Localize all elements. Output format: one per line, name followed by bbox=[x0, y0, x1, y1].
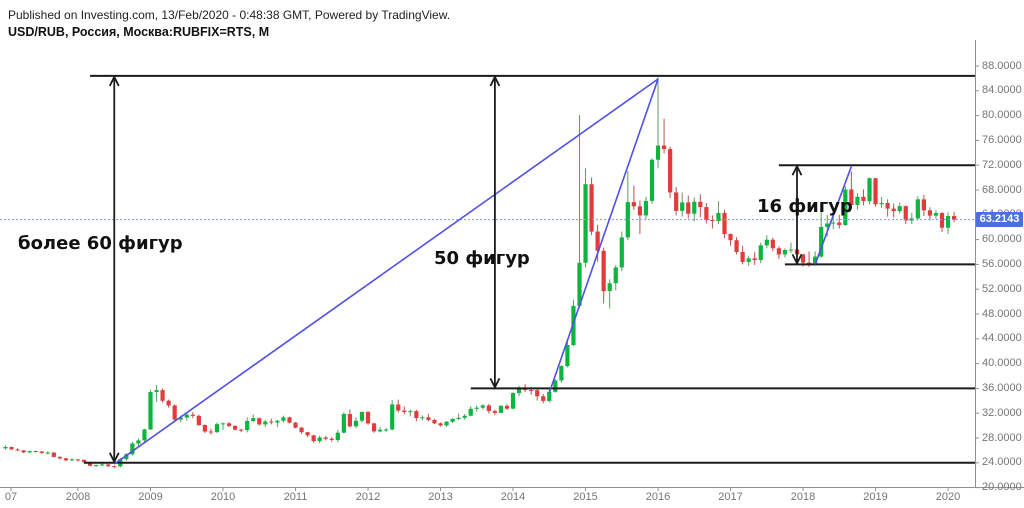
price-axis-label: 60.0000 bbox=[982, 233, 1022, 246]
time-axis-label: 2020 bbox=[935, 491, 961, 503]
time-axis-label: 2013 bbox=[428, 491, 453, 503]
price-axis-label: 24.0000 bbox=[982, 456, 1022, 469]
time-axis-label: 2015 bbox=[573, 491, 598, 503]
price-axis-label: 76.0000 bbox=[982, 133, 1022, 146]
annotation-50-figures[interactable]: 50 фигур bbox=[434, 248, 530, 269]
published-line: Published on Investing.com, 13/Feb/2020 … bbox=[8, 8, 451, 22]
symbol-title: USD/RUB, Россия, Москва:RUBFIX=RTS, M bbox=[8, 25, 270, 39]
price-axis-label: 40.0000 bbox=[982, 357, 1022, 370]
time-axis-label: 2012 bbox=[355, 491, 381, 503]
price-axis-label: 84.0000 bbox=[982, 84, 1022, 97]
time-axis-label: 2016 bbox=[645, 491, 671, 503]
time-axis-label: 2009 bbox=[138, 491, 163, 503]
price-axis-label: 32.0000 bbox=[982, 406, 1022, 419]
price-axis-label: 36.0000 bbox=[982, 381, 1022, 394]
price-axis-label: 80.0000 bbox=[982, 109, 1022, 122]
time-axis-label: 2018 bbox=[790, 491, 816, 503]
price-axis-label: 56.0000 bbox=[982, 257, 1022, 270]
time-axis-label: 2010 bbox=[210, 491, 236, 503]
price-axis-label: 52.0000 bbox=[982, 282, 1022, 295]
price-axis-label: 72.0000 bbox=[982, 158, 1022, 171]
price-axis-label: 68.0000 bbox=[982, 183, 1022, 196]
annotation-16-figures[interactable]: 16 фигур bbox=[757, 196, 853, 217]
price-axis-label: 20.0000 bbox=[982, 481, 1022, 494]
time-axis-label: 2019 bbox=[863, 491, 888, 503]
current-price-badge: 63.2143 bbox=[976, 212, 1023, 228]
price-axis-label: 88.0000 bbox=[982, 59, 1022, 72]
price-axis-label: 44.0000 bbox=[982, 332, 1022, 345]
price-axis-label: 48.0000 bbox=[982, 307, 1022, 320]
time-axis-label: 2014 bbox=[500, 491, 526, 503]
time-axis-label: 2017 bbox=[718, 491, 743, 503]
time-axis-label: 2008 bbox=[65, 491, 91, 503]
time-axis-label: 07 bbox=[4, 491, 18, 503]
price-axis-label: 28.0000 bbox=[982, 431, 1022, 444]
annotation-more-60-figures[interactable]: более 60 фигур bbox=[18, 233, 183, 254]
time-axis-label: 2011 bbox=[283, 491, 308, 503]
